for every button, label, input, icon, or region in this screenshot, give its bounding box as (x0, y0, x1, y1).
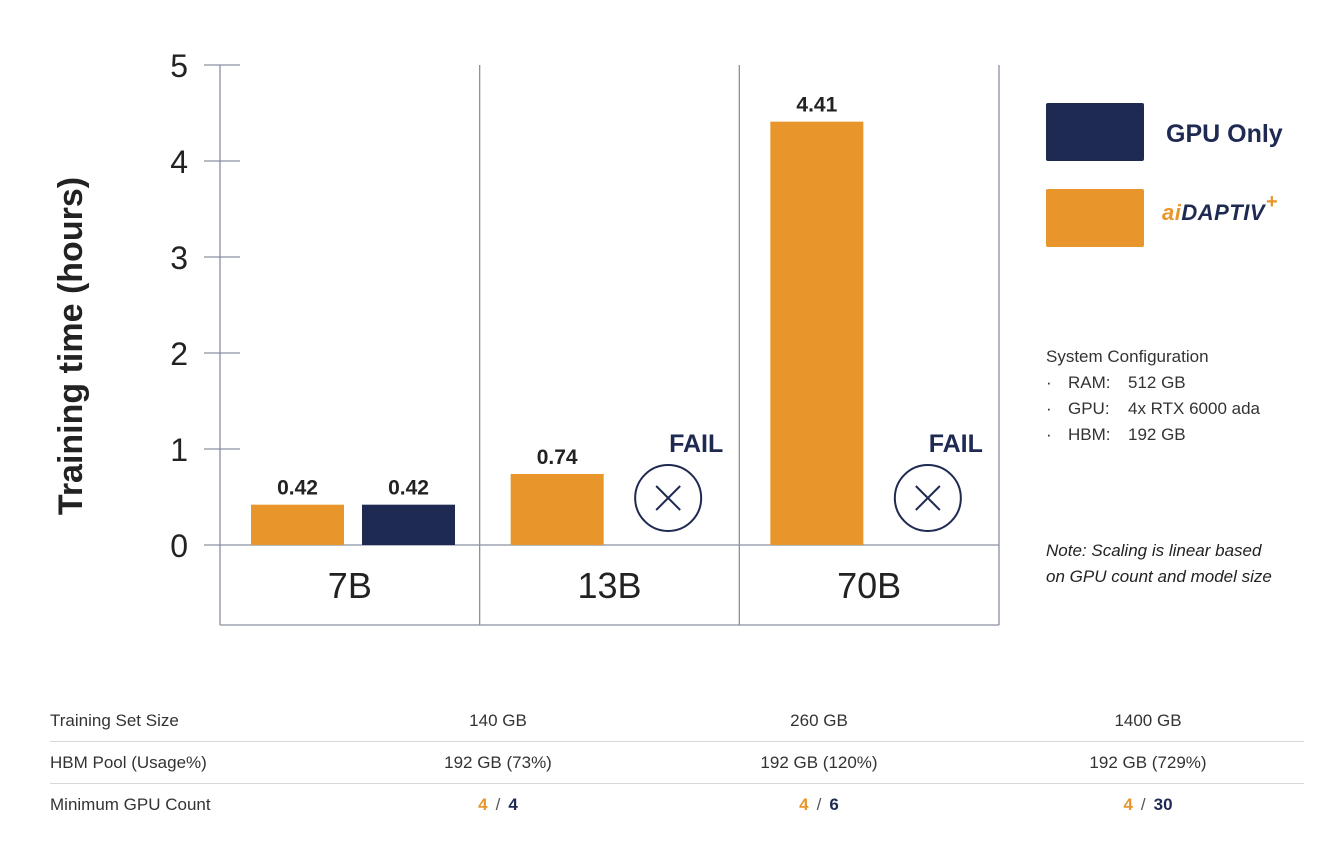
gpu-count-cell: 4 / 6 (646, 784, 992, 826)
fail-icon (634, 464, 703, 532)
data-label: 0.74 (537, 446, 578, 469)
row-label: Minimum GPU Count (50, 794, 211, 814)
fail-icon (893, 464, 962, 532)
gpu-count-aidaptiv: 4 (478, 794, 488, 814)
gpu-count-slash: / (816, 794, 822, 814)
y-tick-label: 5 (170, 48, 188, 84)
data-label: 0.42 (388, 477, 429, 500)
config-value: 4x RTX 6000 ada (1128, 399, 1260, 418)
gpu-count-gpu-only: 4 (508, 794, 518, 814)
y-tick-label: 0 (170, 528, 188, 564)
gpu-count-gpu-only: 6 (829, 794, 839, 814)
y-tick-label: 2 (170, 336, 188, 372)
category-label: 13B (577, 565, 641, 606)
legend-swatch-gpu-only (1046, 103, 1144, 161)
legend-label-aidaptiv: aiDAPTIV+ (1162, 191, 1278, 226)
config-key: HBM: (1068, 425, 1111, 444)
table-cell: 192 GB (73%) (350, 741, 646, 784)
y-tick-label: 1 (170, 432, 188, 468)
table-cell: 192 GB (729%) (992, 741, 1304, 784)
config-value: 192 GB (1128, 425, 1186, 444)
fail-label: FAIL (929, 430, 983, 458)
y-tick-label: 4 (170, 144, 188, 180)
data-label: 4.41 (796, 94, 837, 117)
config-key: RAM: (1068, 373, 1111, 392)
scaling-note-line-2: on GPU count and model size (1046, 567, 1272, 586)
table-cell: 1400 GB (992, 700, 1304, 742)
system-configuration: System Configuration · RAM: 512 GB · GPU… (1046, 344, 1260, 448)
fail-label: FAIL (669, 430, 723, 458)
config-key: GPU: (1068, 399, 1110, 418)
bar (251, 504, 344, 545)
config-row-hbm: · HBM: 192 GB (1046, 422, 1260, 448)
bullet: · (1046, 425, 1052, 444)
bullet: · (1046, 373, 1052, 392)
bar (510, 473, 604, 545)
gpu-count-cell: 4 / 30 (992, 784, 1304, 826)
data-label: 0.42 (277, 477, 318, 500)
aidaptiv-logo-ai: ai (1162, 200, 1182, 225)
gpu-count-slash: / (1140, 794, 1146, 814)
legend-swatch-aidaptiv (1046, 189, 1144, 247)
category-label: 70B (837, 565, 901, 606)
scaling-note: Note: Scaling is linear based on GPU cou… (1046, 538, 1316, 590)
aidaptiv-logo-plus: + (1266, 191, 1279, 213)
legend-label-gpu-only: GPU Only (1166, 120, 1283, 148)
table-cell: 192 GB (120%) (646, 741, 992, 784)
category-label: 7B (328, 565, 372, 606)
table-cell: 140 GB (350, 700, 646, 742)
table-row: Minimum GPU Count 4 / 4 4 / 6 4 / 30 (50, 784, 1304, 826)
row-label: HBM Pool (Usage%) (50, 741, 350, 784)
system-configuration-title: System Configuration (1046, 347, 1209, 366)
bullet: · (1046, 399, 1052, 418)
scaling-note-line-1: Note: Scaling is linear based (1046, 541, 1262, 560)
gpu-count-slash: / (495, 794, 501, 814)
y-tick-label: 3 (170, 240, 188, 276)
config-row-gpu: · GPU: 4x RTX 6000 ada (1046, 396, 1260, 422)
bar (362, 504, 455, 545)
row-label: Training Set Size (50, 700, 350, 742)
table-cell: 260 GB (646, 700, 992, 742)
gpu-count-cell: 4 / 4 (350, 784, 646, 826)
config-value: 512 GB (1128, 373, 1186, 392)
table-row: Training Set Size 140 GB 260 GB 1400 GB (50, 700, 1304, 742)
gpu-count-aidaptiv: 4 (799, 794, 809, 814)
aidaptiv-logo-daptiv: DAPTIV (1181, 200, 1266, 225)
bar (770, 121, 864, 545)
y-axis-label: Training time (hours) (52, 177, 90, 515)
config-row-ram: · RAM: 512 GB (1046, 370, 1260, 396)
fail-icon-cross (655, 485, 681, 511)
gpu-count-aidaptiv: 4 (1123, 794, 1133, 814)
table-row: HBM Pool (Usage%) 192 GB (73%) 192 GB (1… (50, 741, 1304, 784)
gpu-count-gpu-only: 30 (1153, 794, 1173, 814)
fail-icon-cross (915, 485, 941, 511)
spec-table: Training Set Size 140 GB 260 GB 1400 GB … (50, 700, 1304, 825)
bar-chart: Training time (hours) 0 1 2 3 4 5 7B 13B 70B 0.4… (52, 48, 1000, 626)
